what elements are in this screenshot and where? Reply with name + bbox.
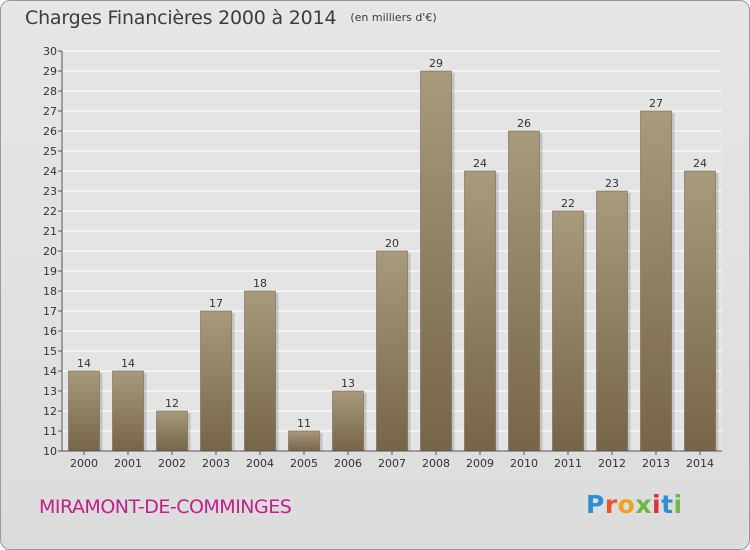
bar [640,110,672,452]
y-tick-label: 15 [43,345,57,358]
bar [464,170,496,452]
bar-value-label: 29 [429,57,443,70]
bar-value-label: 18 [253,277,267,290]
bar-value-label: 12 [165,397,179,410]
y-tick-label: 19 [43,265,57,278]
chart-title: Charges Financières 2000 à 2014 [25,7,337,29]
bar [156,410,188,452]
x-tick-label: 2002 [158,457,186,470]
bar [68,370,100,452]
bar-value-label: 13 [341,377,355,390]
bar-value-label: 17 [209,297,223,310]
x-tick-label: 2013 [642,457,670,470]
x-tick-label: 2008 [422,457,450,470]
y-tick-label: 25 [43,145,57,158]
y-tick-label: 14 [43,365,57,378]
x-tick-label: 2007 [378,457,406,470]
y-tick-label: 29 [43,65,57,78]
bar [200,310,232,452]
y-tick-label: 11 [43,425,57,438]
bar-value-label: 27 [649,97,663,110]
proxiti-logo[interactable]: Proxiti [586,490,683,519]
logo-letter: i [652,490,662,519]
y-tick-label: 28 [43,85,57,98]
y-tick-label: 22 [43,205,57,218]
bar-value-label: 26 [517,117,531,130]
logo-letter: x [635,490,652,519]
x-tick-label: 2001 [114,457,142,470]
x-tick-label: 2000 [70,457,98,470]
bar [552,210,584,452]
chart-subtitle: (en milliers d'€) [350,11,437,24]
logo-letter: o [617,490,636,519]
bar-value-label: 24 [693,157,707,170]
logo-letter: P [586,490,605,519]
y-tick-label: 21 [43,225,57,238]
logo-letter: t [661,490,674,519]
bar-value-label: 11 [297,417,311,430]
bar-value-label: 24 [473,157,487,170]
y-tick-label: 23 [43,185,57,198]
x-tick-label: 2006 [334,457,362,470]
y-tick-label: 17 [43,305,57,318]
x-tick-label: 2003 [202,457,230,470]
bar [376,250,408,452]
y-tick-label: 12 [43,405,57,418]
logo-letter: i [673,490,683,519]
y-tick-label: 26 [43,125,57,138]
bar-value-label: 23 [605,177,619,190]
bar [508,130,540,452]
x-tick-label: 2014 [686,457,714,470]
bar-value-label: 14 [77,357,91,370]
bar [112,370,144,452]
title-block: Charges Financières 2000 à 2014 (en milli… [25,7,437,29]
bar [420,70,452,452]
x-tick-label: 2004 [246,457,274,470]
bar-value-label: 14 [121,357,135,370]
bar [684,170,716,452]
y-tick-label: 30 [43,45,57,58]
bar [332,390,364,452]
y-tick-label: 16 [43,325,57,338]
y-tick-label: 24 [43,165,57,178]
x-tick-label: 2010 [510,457,538,470]
bar [288,430,320,452]
y-tick-label: 27 [43,105,57,118]
commune-name: MIRAMONT-DE-COMMINGES [39,496,292,518]
y-tick-label: 18 [43,285,57,298]
y-tick-label: 13 [43,385,57,398]
bar-value-label: 22 [561,197,575,210]
bar [244,290,276,452]
bar-value-label: 20 [385,237,399,250]
x-tick-label: 2012 [598,457,626,470]
y-tick-label: 20 [43,245,57,258]
x-tick-label: 2009 [466,457,494,470]
bar [596,190,628,452]
plot-area: 10 11 12 13 14 15 16 17 18 19 20 21 22 23 24 25 26 27 28 29… [43,45,722,470]
y-tick-label: 10 [43,445,57,458]
x-tick-label: 2011 [554,457,582,470]
x-tick-label: 2005 [290,457,318,470]
logo-letter: r [604,490,618,519]
